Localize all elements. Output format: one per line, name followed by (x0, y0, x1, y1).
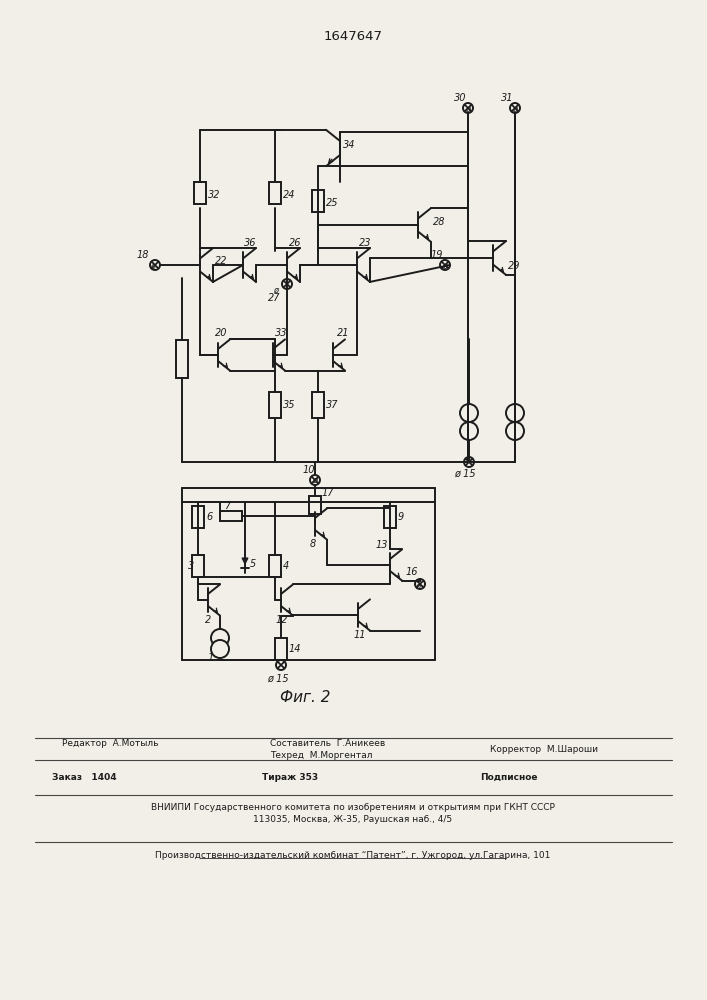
Bar (312, 190, 324, 212)
Text: 28: 28 (433, 217, 445, 227)
Circle shape (510, 103, 520, 113)
Text: 29: 29 (508, 261, 520, 271)
Text: 6: 6 (206, 512, 212, 522)
Text: 37: 37 (326, 400, 339, 410)
Text: ВНИИПИ Государственного комитета по изобретениям и открытиям при ГКНТ СССР: ВНИИПИ Государственного комитета по изоб… (151, 802, 555, 812)
Text: 35: 35 (283, 400, 296, 410)
Text: ø 15: ø 15 (454, 469, 476, 479)
Text: 33: 33 (275, 328, 288, 338)
Text: 10: 10 (303, 465, 315, 475)
Text: 8: 8 (310, 539, 316, 549)
Text: 25: 25 (326, 198, 339, 208)
Text: ø: ø (312, 476, 317, 485)
Bar (176, 340, 188, 378)
Text: Корректор  М.Шароши: Корректор М.Шароши (490, 744, 598, 754)
Text: Подписное: Подписное (480, 773, 537, 782)
Text: 18: 18 (137, 250, 149, 260)
Text: 24: 24 (283, 190, 296, 200)
Text: 12: 12 (276, 615, 288, 625)
Text: 17: 17 (322, 488, 334, 498)
Circle shape (440, 260, 450, 270)
Text: ø: ø (512, 104, 517, 113)
Circle shape (460, 422, 478, 440)
Text: 31: 31 (501, 93, 513, 103)
Text: Составитель  Г.Аникеев: Составитель Г.Аникеев (270, 738, 385, 748)
Circle shape (506, 404, 524, 422)
Text: Производственно-издательский комбинат “Патент”, г. Ужгород, ул.Гагарина, 101: Производственно-издательский комбинат “П… (156, 850, 551, 859)
Bar (275, 638, 287, 660)
Text: 7: 7 (224, 501, 230, 511)
Text: 3: 3 (188, 561, 194, 571)
Bar (384, 506, 396, 528)
Circle shape (211, 629, 229, 647)
Text: 11: 11 (354, 630, 366, 640)
Bar (220, 511, 242, 521)
Circle shape (506, 422, 524, 440)
Text: 5: 5 (250, 559, 256, 569)
Text: Заказ   1404: Заказ 1404 (52, 773, 117, 782)
Text: 27: 27 (268, 293, 281, 303)
Circle shape (464, 457, 474, 467)
Text: 26: 26 (289, 238, 301, 248)
Circle shape (276, 660, 286, 670)
Circle shape (415, 579, 425, 589)
Text: 1: 1 (208, 653, 214, 663)
Bar (192, 555, 204, 577)
Text: Редактор  А.Мотыль: Редактор А.Мотыль (62, 738, 158, 748)
Text: 30: 30 (454, 93, 467, 103)
Text: 113035, Москва, Ж-35, Раушская наб., 4/5: 113035, Москва, Ж-35, Раушская наб., 4/5 (253, 816, 452, 824)
Text: ø: ø (465, 104, 470, 113)
Text: 21: 21 (337, 328, 349, 338)
Bar (309, 496, 321, 514)
Circle shape (460, 404, 478, 422)
Text: Фиг. 2: Фиг. 2 (280, 690, 330, 706)
Bar (312, 392, 324, 418)
Text: 34: 34 (343, 140, 356, 150)
Text: 36: 36 (244, 238, 257, 248)
Text: Тираж 353: Тираж 353 (262, 773, 318, 782)
Text: 2: 2 (205, 615, 211, 625)
Text: 13: 13 (376, 540, 389, 550)
Text: 32: 32 (208, 190, 221, 200)
Text: 19: 19 (431, 250, 443, 260)
Bar (269, 182, 281, 204)
Bar (192, 506, 204, 528)
Text: 16: 16 (406, 567, 419, 577)
Bar (194, 182, 206, 204)
Text: 4: 4 (283, 561, 289, 571)
Circle shape (463, 103, 473, 113)
Text: ø: ø (442, 261, 447, 270)
Circle shape (211, 640, 229, 658)
Circle shape (310, 475, 320, 485)
Text: ø 15: ø 15 (267, 674, 288, 684)
Bar (269, 555, 281, 577)
Circle shape (150, 260, 160, 270)
Bar (269, 392, 281, 418)
Text: 14: 14 (289, 644, 301, 654)
Text: ø: ø (273, 286, 278, 294)
Text: Техред  М.Моргентал: Техред М.Моргентал (270, 750, 373, 760)
Text: 23: 23 (359, 238, 371, 248)
Text: 1647647: 1647647 (324, 29, 382, 42)
Text: ø: ø (415, 582, 420, 590)
Text: 20: 20 (215, 328, 228, 338)
Text: 9: 9 (398, 512, 404, 522)
Text: ø: ø (150, 261, 155, 270)
Circle shape (282, 279, 292, 289)
Text: 22: 22 (215, 256, 228, 266)
